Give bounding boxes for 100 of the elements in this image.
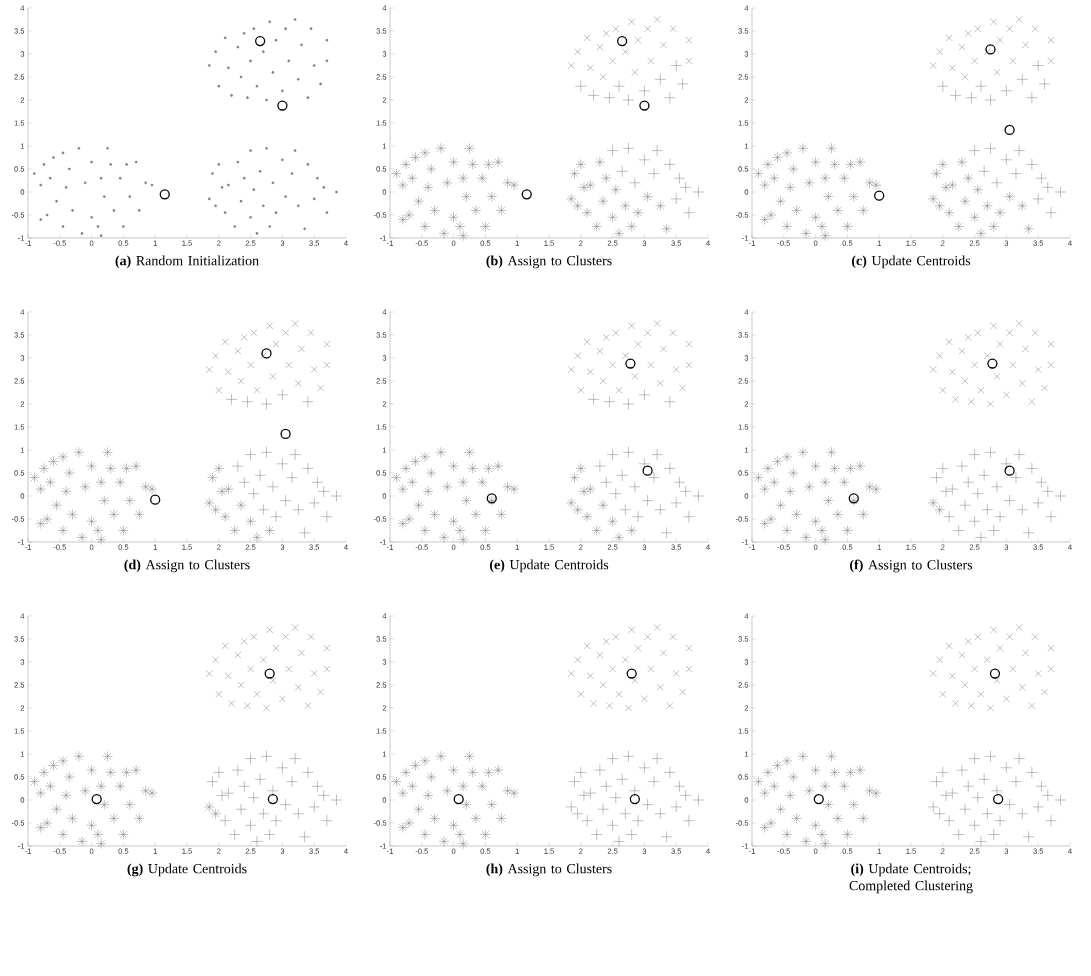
point	[204, 801, 215, 813]
point	[607, 516, 618, 527]
point	[651, 752, 663, 765]
point	[987, 524, 1000, 537]
point	[245, 516, 256, 527]
point	[845, 463, 856, 474]
point	[586, 672, 594, 680]
point	[596, 347, 604, 355]
point	[232, 764, 244, 776]
point	[692, 794, 705, 806]
point	[224, 368, 232, 376]
point	[810, 516, 821, 527]
point	[968, 144, 981, 157]
point	[810, 764, 821, 776]
point	[264, 525, 275, 536]
point	[267, 785, 279, 797]
point	[613, 228, 625, 239]
point	[578, 182, 590, 193]
point	[276, 389, 289, 401]
point	[448, 820, 459, 831]
point	[581, 511, 593, 522]
point	[775, 499, 786, 511]
point	[685, 340, 693, 348]
point	[984, 446, 997, 459]
point	[791, 205, 802, 216]
point	[426, 771, 437, 783]
point	[968, 702, 975, 710]
point	[599, 681, 607, 689]
point	[660, 527, 673, 539]
point	[270, 510, 282, 523]
point	[813, 793, 824, 805]
point	[228, 699, 235, 707]
point	[1038, 78, 1051, 90]
point	[765, 513, 777, 525]
point	[221, 642, 229, 650]
point	[403, 513, 415, 525]
point	[219, 511, 231, 522]
point	[114, 476, 126, 488]
point	[816, 221, 828, 232]
point	[762, 463, 774, 474]
point	[625, 358, 636, 369]
point	[575, 766, 587, 779]
point	[634, 644, 642, 652]
point	[1000, 85, 1013, 97]
point	[1035, 476, 1048, 488]
point	[621, 48, 629, 56]
point	[651, 448, 663, 461]
text: (e) Update Centroids	[489, 559, 609, 573]
point	[407, 780, 418, 792]
point	[108, 813, 120, 824]
point	[234, 347, 242, 355]
point	[839, 172, 850, 184]
point	[648, 471, 660, 484]
point	[952, 524, 965, 537]
point	[67, 509, 78, 520]
point	[35, 822, 46, 833]
point	[244, 702, 251, 710]
point	[574, 352, 582, 360]
point	[121, 767, 132, 778]
point	[419, 829, 431, 840]
point	[210, 504, 221, 516]
point	[638, 389, 651, 401]
point	[679, 384, 686, 392]
point	[448, 764, 459, 776]
point	[464, 143, 475, 154]
point	[937, 159, 949, 170]
point	[800, 532, 812, 543]
point	[759, 483, 770, 495]
point	[629, 481, 641, 493]
point	[685, 665, 693, 673]
point	[391, 776, 402, 787]
point	[91, 793, 102, 805]
point	[816, 829, 828, 840]
point	[422, 486, 434, 497]
point	[991, 785, 1003, 797]
point	[975, 80, 987, 92]
point	[810, 156, 821, 168]
point	[816, 525, 828, 536]
point	[651, 144, 663, 157]
point	[272, 340, 280, 348]
point	[1032, 59, 1044, 72]
point	[629, 177, 641, 189]
text: (f) Assign to Clusters	[850, 559, 973, 573]
point	[964, 637, 972, 645]
point	[972, 791, 984, 804]
point	[971, 57, 979, 65]
point	[48, 456, 59, 467]
point	[1042, 181, 1054, 194]
point	[784, 182, 796, 193]
point	[791, 509, 802, 520]
point	[407, 476, 418, 488]
point	[221, 338, 229, 346]
point	[86, 820, 97, 831]
point	[597, 499, 609, 511]
point	[486, 799, 497, 810]
point	[1031, 25, 1039, 33]
point	[260, 398, 273, 410]
point	[670, 59, 682, 72]
point	[263, 704, 270, 712]
point	[413, 803, 424, 815]
